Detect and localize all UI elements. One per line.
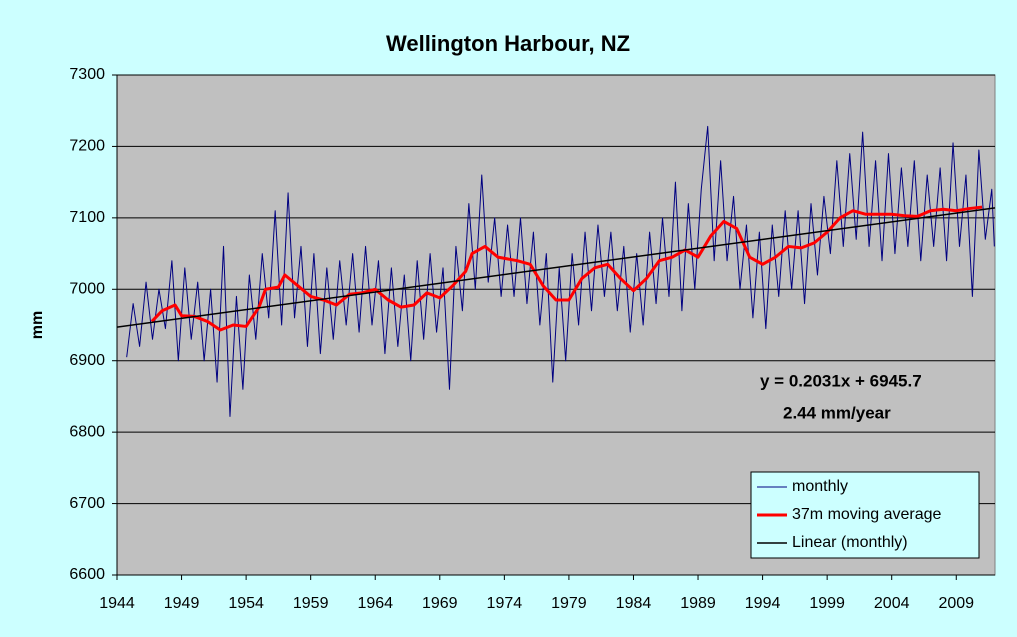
legend-label: Linear (monthly) — [792, 534, 908, 551]
series-line — [126, 125, 995, 417]
y-tick-label: 6900 — [69, 352, 105, 369]
x-tick-label: 1979 — [551, 595, 587, 612]
chart-title: Wellington Harbour, NZ — [386, 31, 630, 56]
series-line — [150, 205, 983, 332]
x-tick-label: 1969 — [422, 595, 458, 612]
x-tick-label: 2009 — [938, 595, 974, 612]
x-tick-label: 1999 — [809, 595, 845, 612]
y-tick-label: 6600 — [69, 566, 105, 583]
x-tick-label: 1984 — [616, 595, 652, 612]
legend-label: monthly — [792, 478, 848, 495]
x-tick-label: 2004 — [874, 595, 910, 612]
x-tick-label: 1959 — [293, 595, 329, 612]
y-tick-label: 7300 — [69, 66, 105, 83]
y-tick-label: 7000 — [69, 281, 105, 298]
y-tick-label: 7200 — [69, 138, 105, 155]
x-tick-label: 1944 — [99, 595, 135, 612]
legend-label: 37m moving average — [792, 506, 942, 523]
x-tick-label: 1949 — [164, 595, 200, 612]
legend-box — [750, 471, 980, 559]
x-tick-label: 1954 — [228, 595, 264, 612]
y-tick-label: 6700 — [69, 495, 105, 512]
x-tick-label: 1974 — [487, 595, 523, 612]
x-tick-label: 1989 — [680, 595, 716, 612]
series-line — [116, 207, 996, 328]
annotation: 2.44 mm/year — [783, 403, 891, 422]
annotation: y = 0.2031x + 6945.7 — [760, 371, 922, 390]
x-tick-label: 1994 — [745, 595, 781, 612]
y-tick-label: 7100 — [69, 209, 105, 226]
y-tick-label: 6800 — [69, 423, 105, 440]
y-axis-label: mm — [29, 311, 46, 339]
x-tick-label: 1964 — [357, 595, 393, 612]
